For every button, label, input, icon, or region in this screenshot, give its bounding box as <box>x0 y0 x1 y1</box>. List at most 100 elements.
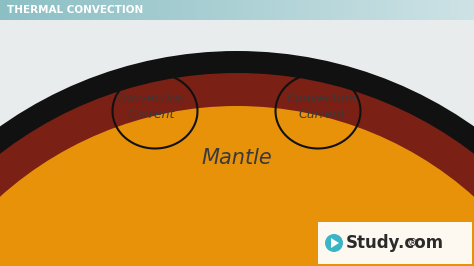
Bar <box>371 0 376 20</box>
Bar <box>284 0 289 20</box>
Bar <box>51 0 56 20</box>
Bar <box>118 0 123 20</box>
Bar <box>190 0 194 20</box>
Bar <box>63 0 68 20</box>
Bar <box>71 0 76 20</box>
Bar <box>356 0 360 20</box>
Bar <box>198 0 202 20</box>
Text: Convection
Current: Convection Current <box>287 93 357 122</box>
Bar <box>201 0 206 20</box>
Bar <box>320 0 325 20</box>
Bar <box>95 0 100 20</box>
Bar <box>318 222 472 264</box>
Bar <box>261 0 265 20</box>
Bar <box>276 0 282 20</box>
Bar <box>340 0 345 20</box>
Bar <box>411 0 416 20</box>
Bar <box>182 0 187 20</box>
Bar <box>399 0 404 20</box>
Bar <box>146 0 151 20</box>
Bar <box>359 0 365 20</box>
Bar <box>32 0 36 20</box>
Text: THERMAL CONVECTION: THERMAL CONVECTION <box>7 5 143 15</box>
Bar <box>138 0 143 20</box>
Bar <box>4 0 9 20</box>
Bar <box>39 0 45 20</box>
Bar <box>352 0 356 20</box>
Bar <box>154 0 159 20</box>
Bar <box>150 0 155 20</box>
Bar <box>375 0 380 20</box>
Bar <box>47 0 52 20</box>
Bar <box>403 0 408 20</box>
Polygon shape <box>331 238 339 248</box>
Bar <box>470 0 474 20</box>
Bar <box>347 0 353 20</box>
Bar <box>415 0 419 20</box>
Bar <box>391 0 396 20</box>
Bar <box>292 0 297 20</box>
Bar <box>233 0 238 20</box>
Bar <box>316 0 321 20</box>
Bar <box>454 0 459 20</box>
Circle shape <box>0 51 474 266</box>
Bar <box>264 0 270 20</box>
Bar <box>170 0 175 20</box>
Bar <box>44 0 48 20</box>
Bar <box>83 0 88 20</box>
Bar <box>241 0 246 20</box>
Bar <box>174 0 179 20</box>
Bar <box>166 0 171 20</box>
Bar <box>308 0 313 20</box>
Circle shape <box>0 106 474 266</box>
Bar <box>134 0 139 20</box>
Bar <box>462 0 467 20</box>
Bar <box>304 0 309 20</box>
Bar <box>107 0 111 20</box>
Bar <box>36 0 40 20</box>
Bar <box>24 0 28 20</box>
Bar <box>344 0 348 20</box>
Bar <box>249 0 254 20</box>
Bar <box>324 0 329 20</box>
Text: Convection
Current: Convection Current <box>116 93 186 122</box>
Bar <box>20 0 25 20</box>
Bar <box>336 0 341 20</box>
Bar <box>12 0 17 20</box>
Bar <box>122 0 128 20</box>
Bar <box>59 0 64 20</box>
Bar <box>186 0 191 20</box>
Bar <box>281 0 285 20</box>
Bar <box>127 0 131 20</box>
Bar <box>364 0 368 20</box>
Bar <box>387 0 392 20</box>
Bar <box>237 0 242 20</box>
Bar <box>193 0 199 20</box>
Bar <box>16 0 21 20</box>
Bar <box>269 0 273 20</box>
Bar <box>79 0 84 20</box>
Bar <box>395 0 400 20</box>
Bar <box>442 0 447 20</box>
Bar <box>229 0 234 20</box>
Bar <box>447 0 451 20</box>
Bar <box>103 0 108 20</box>
Bar <box>225 0 230 20</box>
Bar <box>27 0 33 20</box>
Text: Mantle: Mantle <box>201 148 273 168</box>
Circle shape <box>325 234 343 252</box>
Bar <box>75 0 80 20</box>
Bar <box>142 0 147 20</box>
Bar <box>423 0 428 20</box>
Bar <box>407 0 412 20</box>
Bar <box>450 0 455 20</box>
Bar <box>438 0 443 20</box>
Bar <box>435 0 439 20</box>
Bar <box>296 0 301 20</box>
Bar <box>300 0 305 20</box>
Bar <box>55 0 60 20</box>
Bar <box>91 0 96 20</box>
Bar <box>458 0 463 20</box>
Bar <box>430 0 436 20</box>
Circle shape <box>0 73 474 266</box>
